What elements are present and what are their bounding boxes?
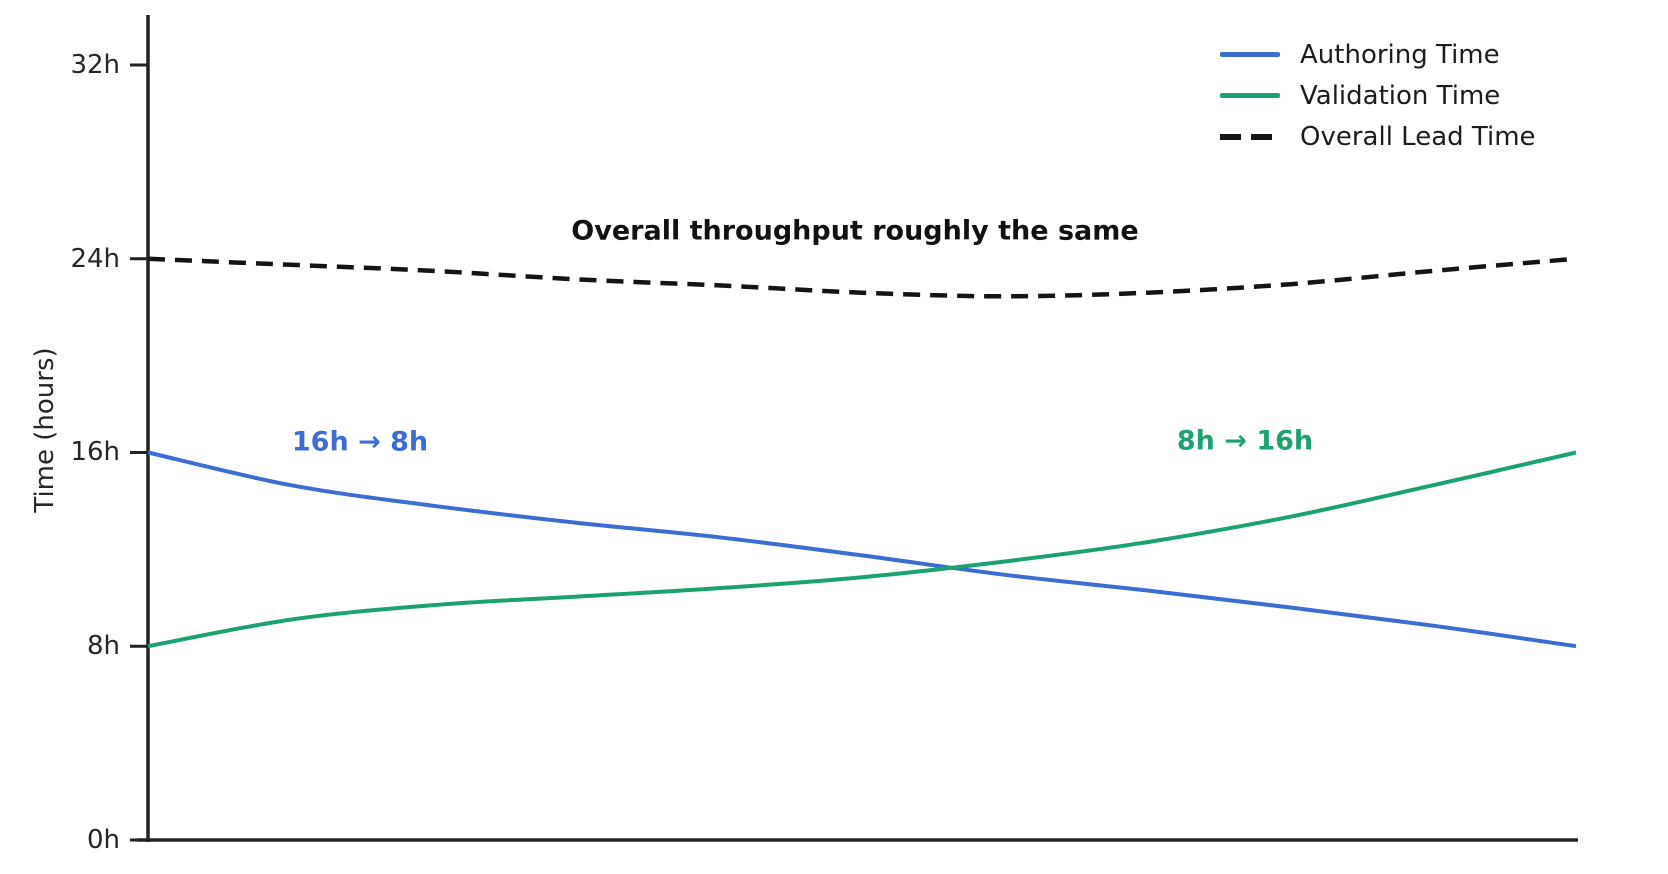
annotation-authoring-change: 16h → 8h: [291, 426, 429, 458]
series-line-authoring-time: [147, 450, 1577, 649]
y-tick-label: 32h: [70, 49, 120, 80]
series-line-validation-time: [147, 450, 1577, 649]
legend-item-validation: Validation Time: [1220, 75, 1536, 116]
legend-item-lead-time: Overall Lead Time: [1220, 116, 1536, 157]
legend-label-lead-time: Overall Lead Time: [1300, 121, 1536, 152]
validation-line-swatch: [1220, 93, 1280, 98]
lead-time-line-swatch: [1220, 133, 1280, 140]
legend-label-authoring: Authoring Time: [1300, 39, 1500, 70]
legend-label-validation: Validation Time: [1300, 80, 1501, 111]
authoring-line-swatch: [1220, 52, 1280, 57]
annotation-validation-change: 8h → 16h: [1176, 425, 1314, 457]
y-axis-label: Time (hours): [30, 347, 60, 513]
y-tick-label: 0h: [86, 825, 120, 855]
y-tick-label: 16h: [70, 437, 120, 468]
legend: Authoring Time Validation Time Overall L…: [1220, 34, 1536, 157]
y-tick-label: 8h: [86, 631, 120, 662]
legend-item-authoring: Authoring Time: [1220, 34, 1536, 75]
series-line-overall-lead-time: [147, 256, 1577, 299]
annotation-throughput: Overall throughput roughly the same: [571, 215, 1139, 247]
y-tick-label: 24h: [70, 243, 120, 274]
